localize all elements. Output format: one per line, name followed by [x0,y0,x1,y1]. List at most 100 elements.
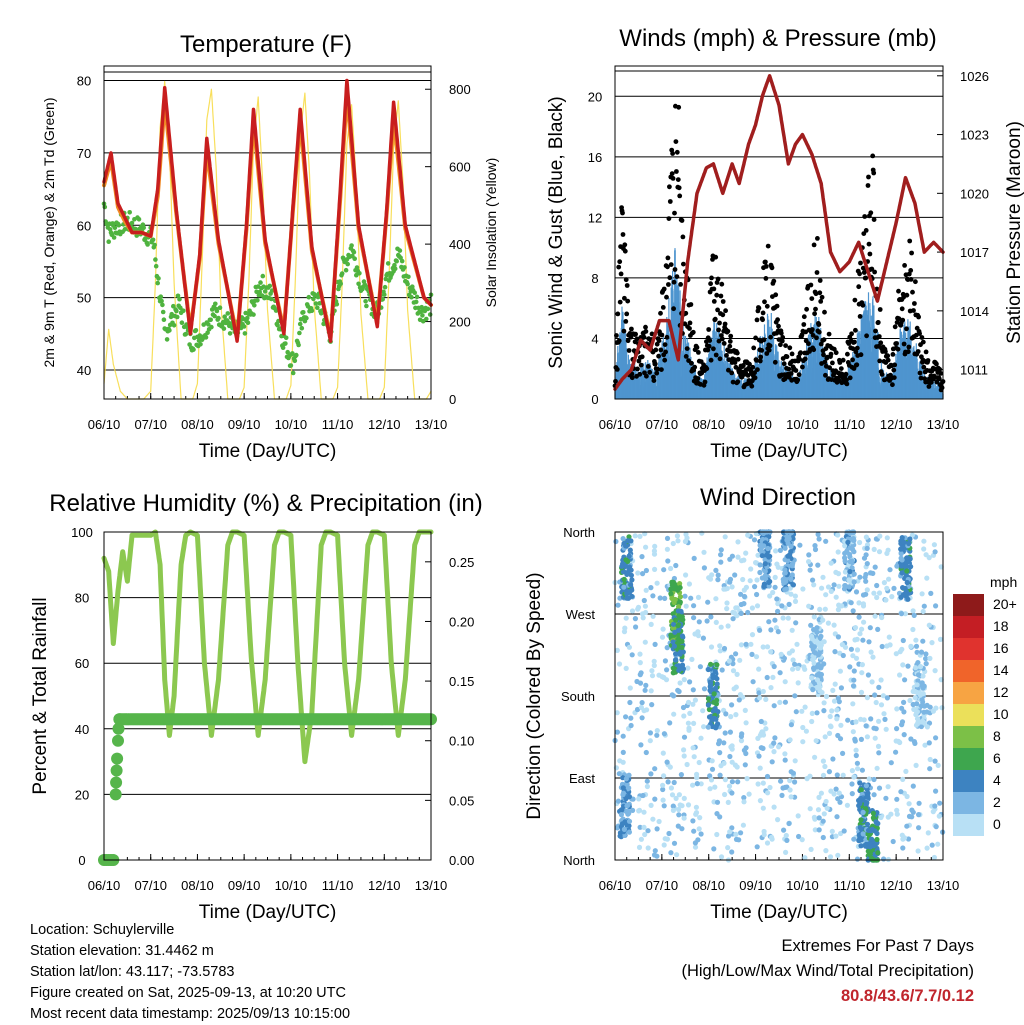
direction-point [849,781,854,786]
direction-point [754,577,759,582]
direction-point [933,549,938,554]
direction-point [810,636,815,641]
direction-point [855,857,860,862]
direction-point [827,731,832,736]
direction-point [741,799,746,804]
direction-point [662,842,667,847]
dewpoint-point [106,239,111,244]
gust-point [818,299,823,304]
x-tick-label: 07/10 [134,417,167,432]
direction-point [718,773,723,778]
dewpoint-point [159,299,164,304]
gust-point [704,366,709,371]
gust-point [916,349,921,354]
direction-point [836,584,841,589]
direction-point [938,637,943,642]
dewpoint-point [394,259,399,264]
x-tick-label: 11/10 [833,417,865,432]
dewpoint-point [415,295,420,300]
direction-point [882,580,887,585]
direction-point [772,735,777,740]
direction-point [714,620,719,625]
direction-point [628,582,633,587]
direction-point [937,814,942,819]
gust-point [822,337,827,342]
y-tick-label: 20 [75,787,89,802]
direction-point [676,807,681,812]
direction-tick-label: North [563,853,595,868]
direction-point [817,815,822,820]
direction-point [883,597,888,602]
gust-point [797,372,802,377]
x-tick-label: 09/10 [228,878,261,893]
gust-point [753,375,758,380]
direction-point [911,810,916,815]
y2-tick-label: 0.05 [449,793,474,808]
dewpoint-point [216,316,221,321]
direction-point [850,791,855,796]
direction-point [897,672,902,677]
direction-point [858,843,863,848]
x-tick-label: 13/10 [927,878,960,893]
direction-point [728,714,733,719]
direction-point [796,680,801,685]
direction-point [708,614,713,619]
direction-point [821,835,826,840]
direction-point [683,572,688,577]
gust-point [692,365,697,370]
gust-point [750,365,755,370]
direction-point [851,729,856,734]
direction-point [939,705,944,710]
direction-point [786,821,791,826]
direction-point [846,577,851,582]
gust-point [801,322,806,327]
direction-point [738,830,743,835]
direction-point [836,549,841,554]
direction-point [900,845,905,850]
direction-point [822,639,827,644]
gust-point [909,277,914,282]
direction-point [681,713,686,718]
direction-point [927,740,932,745]
gust-point [850,357,855,362]
direction-point [814,630,819,635]
direction-point [800,837,805,842]
direction-point [621,750,626,755]
direction-point [648,585,653,590]
dewpoint-point [304,316,309,321]
direction-point [706,667,711,672]
direction-point [675,623,680,628]
direction-point [750,632,755,637]
dewpoint-point [402,265,407,270]
gust-point [814,335,819,340]
direction-point [740,577,745,582]
dewpoint-point [161,310,166,315]
direction-point [661,798,666,803]
direction-point [873,736,878,741]
direction-point [624,572,629,577]
gust-point [665,335,670,340]
direction-point [624,803,629,808]
dewpoint-point [406,275,411,280]
direction-point [800,586,805,591]
direction-point [813,650,818,655]
direction-point [637,534,642,539]
direction-point [933,603,938,608]
dewpoint-point [300,326,305,331]
direction-point [874,831,879,836]
direction-point [727,829,732,834]
dewpoint-point [156,276,161,281]
direction-point [857,780,862,785]
direction-point [628,685,633,690]
gust-point [723,322,728,327]
direction-point [774,562,779,567]
direction-point [836,695,841,700]
direction-point [854,589,859,594]
gust-point [815,236,820,241]
direction-point [821,773,826,778]
dewpoint-point [393,266,398,271]
dewpoint-point [357,271,362,276]
gust-point [762,337,767,342]
direction-point [874,583,879,588]
